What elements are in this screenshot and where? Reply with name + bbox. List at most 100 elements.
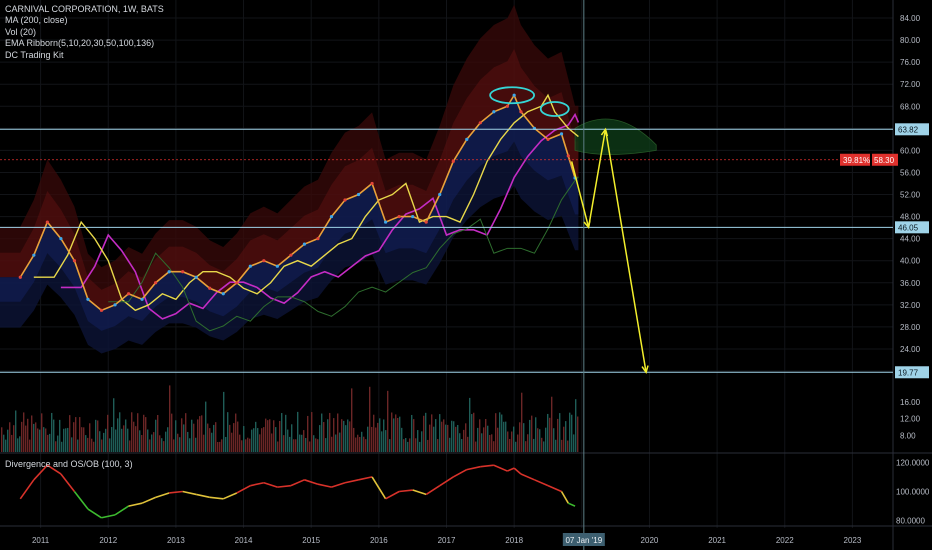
volume-bar — [419, 441, 421, 452]
volume-bar — [565, 421, 567, 452]
oscillator-segment — [209, 496, 224, 500]
oscillator-segment — [196, 493, 210, 499]
volume-bar — [199, 416, 201, 452]
volume-bar — [525, 441, 527, 452]
oscillator-segment — [114, 505, 129, 516]
price-point — [86, 297, 90, 301]
volume-bar — [387, 390, 389, 452]
oscillator-segment — [155, 492, 170, 499]
price-tick-label: 48.00 — [900, 213, 921, 222]
volume-bars — [1, 385, 579, 452]
time-tick-label: 2021 — [708, 536, 726, 545]
legend-symbol[interactable]: CARNIVAL CORPORATION, 1W, BATS — [5, 4, 164, 14]
volume-bar — [393, 418, 395, 452]
legend-kit[interactable]: DC Trading Kit — [5, 49, 64, 60]
volume-bar — [311, 412, 313, 452]
legend-ema[interactable]: EMA Ribborn(5,10,20,30,50,100,136) — [5, 38, 155, 49]
volume-bar — [559, 413, 561, 452]
price-point — [512, 93, 516, 97]
volume-bar — [373, 414, 375, 452]
volume-bar — [79, 417, 81, 452]
volume-bar — [571, 414, 573, 452]
price-point — [451, 159, 455, 164]
volume-bar — [77, 439, 79, 452]
volume-bar — [129, 440, 131, 452]
price-point — [113, 303, 117, 307]
volume-bar — [395, 414, 397, 452]
legend-vol[interactable]: Vol (20) — [5, 26, 37, 37]
volume-bar — [537, 428, 539, 452]
oscillator-segment — [466, 465, 481, 471]
volume-bar — [493, 441, 495, 452]
oscillator-segment — [250, 481, 265, 487]
oscillator-segment — [60, 473, 76, 492]
oscillator-segment — [507, 467, 515, 472]
volume-bar — [557, 418, 559, 452]
oscillator-segment — [493, 464, 508, 472]
volume-bar — [73, 422, 75, 452]
volume-bar — [221, 439, 223, 452]
price-tick-label: 32.00 — [900, 301, 921, 310]
price-point — [72, 259, 77, 263]
volume-bar — [389, 439, 391, 452]
volume-bar — [289, 436, 291, 452]
volume-bar — [105, 428, 107, 452]
volume-bar — [15, 410, 17, 452]
time-tick-label: 2018 — [505, 536, 523, 545]
volume-bar — [407, 441, 409, 452]
volume-bar — [321, 413, 323, 452]
oscillator-title[interactable]: Divergence and OS/OB (100, 3) — [5, 459, 133, 469]
volume-bar — [59, 419, 61, 452]
volume-bar — [533, 438, 535, 452]
volume-bar — [197, 419, 199, 452]
time-tick-label: 2015 — [302, 536, 320, 545]
volume-bar — [261, 428, 263, 452]
volume-tick-label: 12.00 — [900, 415, 921, 424]
volume-bar — [349, 421, 351, 452]
volume-bar — [353, 427, 355, 452]
price-point — [181, 270, 185, 274]
legend-ma[interactable]: MA (200, close) — [5, 15, 68, 26]
volume-bar — [31, 415, 33, 452]
volume-bar — [25, 425, 27, 452]
volume-bar — [93, 441, 95, 452]
volume-bar — [37, 428, 39, 452]
price-point — [329, 214, 334, 219]
arrow-head — [641, 365, 649, 374]
volume-bar — [475, 441, 477, 452]
price-point — [546, 137, 550, 141]
volume-bar — [179, 437, 181, 452]
volume-bar — [201, 415, 203, 452]
last-pct-badge: 39.81% — [843, 156, 870, 165]
volume-bar — [121, 428, 123, 452]
volume-bar — [337, 413, 339, 452]
price-point — [99, 308, 104, 312]
volume-bar — [487, 425, 489, 452]
volume-bar — [329, 412, 331, 452]
volume-bar — [207, 423, 209, 452]
volume-bar — [431, 414, 433, 452]
price-point — [235, 281, 239, 285]
volume-bar — [371, 426, 373, 452]
volume-bar — [117, 418, 119, 452]
volume-bar — [35, 422, 37, 452]
volume-tick-label: 8.00 — [900, 431, 916, 440]
volume-bar — [575, 399, 577, 452]
price-series-line[interactable] — [19, 93, 576, 312]
volume-bar — [259, 434, 261, 452]
volume-bar — [313, 435, 315, 452]
price-point — [59, 237, 63, 241]
price-point — [505, 104, 509, 108]
volume-bar — [577, 416, 579, 452]
volume-bar — [429, 424, 431, 452]
volume-bar — [89, 423, 91, 452]
volume-bar — [123, 425, 125, 452]
volume-bar — [233, 423, 235, 452]
volume-bar — [357, 434, 359, 452]
price-point — [424, 220, 428, 224]
volume-bar — [477, 427, 479, 452]
volume-bar — [107, 414, 109, 452]
volume-bar — [189, 438, 191, 452]
